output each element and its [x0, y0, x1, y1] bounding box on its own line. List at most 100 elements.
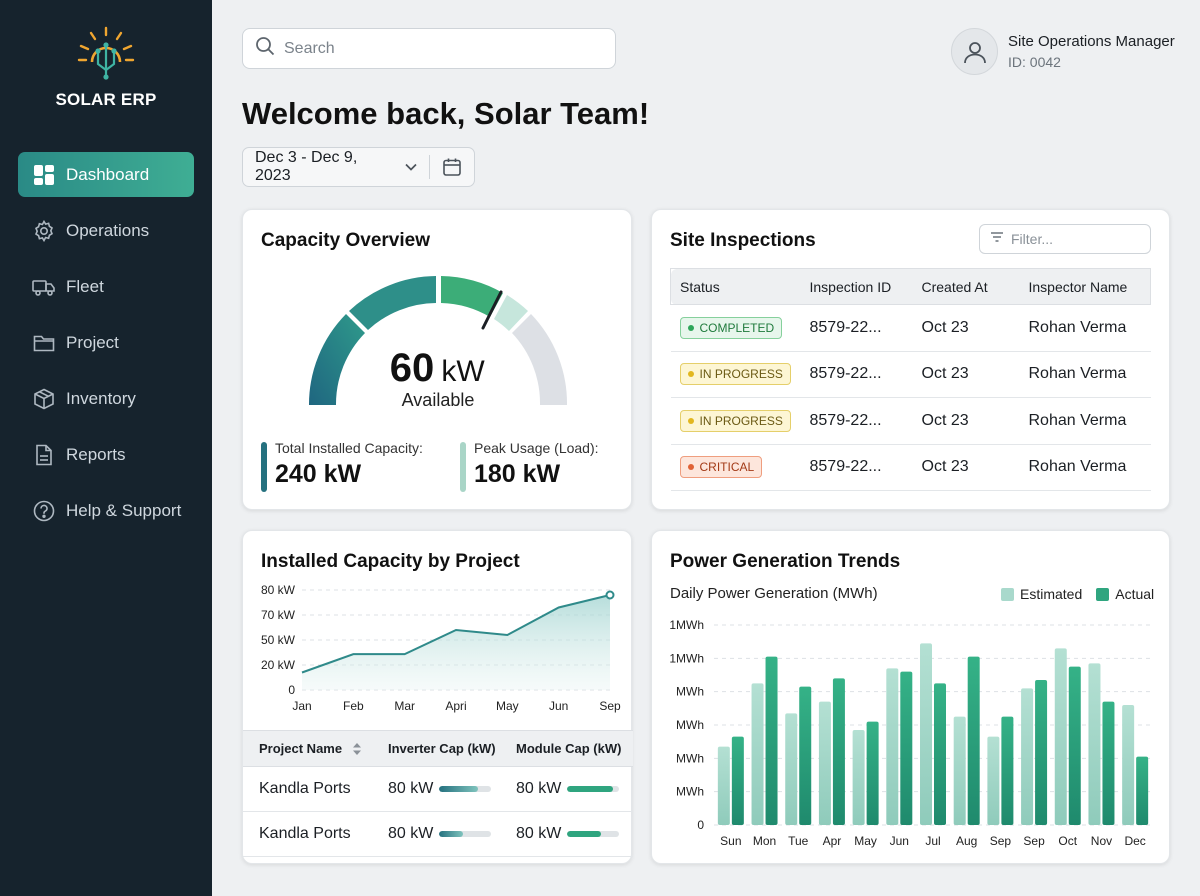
- sidebar-item-fleet[interactable]: Fleet: [18, 264, 194, 309]
- sidebar-item-dashboard[interactable]: Dashboard: [18, 152, 194, 197]
- bar-actual[interactable]: [1102, 701, 1115, 825]
- column-header-created-at[interactable]: Created At: [912, 268, 1020, 305]
- area-fill: [302, 595, 610, 690]
- y-tick-label: MWh: [676, 718, 704, 732]
- column-header-project-name[interactable]: Project Name: [243, 730, 388, 767]
- sidebar-item-label: Help & Support: [66, 500, 182, 520]
- bar-estimated[interactable]: [1122, 705, 1135, 825]
- user-profile[interactable]: Site Operations Manager ID: 0042: [951, 28, 1175, 75]
- filter-box[interactable]: [979, 224, 1151, 254]
- date-range-picker[interactable]: Dec 3 - Dec 9, 2023: [242, 147, 475, 187]
- column-header-inverter-cap[interactable]: Inverter Cap (kW): [388, 730, 516, 767]
- bar-actual[interactable]: [967, 656, 980, 825]
- card-title: Capacity Overview: [261, 230, 430, 251]
- filter-icon: [990, 230, 1004, 248]
- bar-estimated[interactable]: [818, 701, 831, 825]
- data-point[interactable]: [605, 590, 615, 600]
- bar-estimated[interactable]: [920, 643, 932, 825]
- column-header-inspector-name[interactable]: Inspector Name: [1019, 268, 1151, 305]
- bar-actual[interactable]: [934, 683, 946, 825]
- x-tick-label: May: [496, 699, 519, 713]
- y-tick-label: 0: [288, 683, 295, 697]
- inspector-name: Rohan Verma: [1019, 351, 1151, 398]
- chart-legend: Estimated Actual: [1001, 586, 1154, 602]
- inspection-id: 8579-22...: [800, 351, 913, 398]
- x-tick-label: Sun: [720, 834, 741, 848]
- gauge-arc-remaining: [512, 314, 568, 405]
- created-at: Oct 23: [912, 351, 1020, 398]
- card-title: Site Inspections: [670, 230, 816, 251]
- bar-estimated[interactable]: [953, 716, 966, 825]
- module-cap-cell: 80 kW: [516, 811, 633, 857]
- bar-estimated[interactable]: [1054, 648, 1067, 825]
- calendar-icon[interactable]: [430, 157, 474, 177]
- column-header-inspection-id[interactable]: Inspection ID: [800, 268, 913, 305]
- folder-icon: [32, 331, 56, 355]
- status-badge: IN PROGRESS: [679, 363, 791, 386]
- bar-actual[interactable]: [1001, 716, 1014, 825]
- inspector-name: Rohan Verma: [1019, 397, 1151, 445]
- table-row[interactable]: Kandla Ports 80 kW 80 kW: [243, 766, 633, 812]
- table-row[interactable]: IN PROGRESS 8579-22... Oct 23 Rohan Verm…: [670, 397, 1151, 445]
- bar-actual[interactable]: [799, 686, 812, 825]
- y-tick-label: MWh: [676, 751, 704, 765]
- x-tick-label: Jan: [292, 699, 311, 713]
- bar-actual[interactable]: [832, 678, 845, 825]
- filter-input[interactable]: [1011, 231, 1141, 247]
- solar-logo-icon: [77, 26, 135, 80]
- legend-item-actual[interactable]: Actual: [1096, 586, 1154, 602]
- sort-icon[interactable]: [352, 742, 362, 756]
- project-name: Kandla Ports: [243, 766, 388, 812]
- capacity-overview-card: Capacity Overview 60 kW Available Total …: [242, 209, 632, 510]
- bar-estimated[interactable]: [886, 668, 899, 825]
- search-input[interactable]: [284, 39, 584, 58]
- bar-actual[interactable]: [900, 671, 913, 825]
- legend-item-estimated[interactable]: Estimated: [1001, 586, 1082, 602]
- bar-estimated[interactable]: [785, 713, 798, 825]
- x-tick-label: Sep: [1023, 834, 1045, 848]
- table-row[interactable]: Kandla Ports 80 kW 80 kW: [243, 811, 633, 857]
- bar-estimated[interactable]: [751, 683, 764, 825]
- sidebar-item-help-support[interactable]: Help & Support: [18, 488, 194, 533]
- column-header-module-cap[interactable]: Module Cap (kW): [516, 730, 633, 767]
- user-id: ID: 0042: [1008, 54, 1061, 70]
- table-row[interactable]: COMPLETED 8579-22... Oct 23 Rohan Verma: [670, 304, 1151, 352]
- bar-estimated[interactable]: [717, 746, 730, 825]
- bar-estimated[interactable]: [1021, 688, 1034, 825]
- bar-actual[interactable]: [1035, 680, 1048, 825]
- sidebar-item-project[interactable]: Project: [18, 320, 194, 365]
- table-row[interactable]: IN PROGRESS 8579-22... Oct 23 Rohan Verm…: [670, 351, 1151, 398]
- sidebar-item-operations[interactable]: Operations: [18, 208, 194, 253]
- sidebar-item-reports[interactable]: Reports: [18, 432, 194, 477]
- gauge-arc-high: [441, 276, 503, 317]
- bar-estimated[interactable]: [987, 736, 1000, 825]
- table-header-row: Project Name Inverter Cap (kW) Module Ca…: [243, 730, 633, 767]
- stat-value: 240 kW: [275, 460, 362, 488]
- installed-capacity-card: Installed Capacity by Project 0 20 kW 50 k…: [242, 530, 633, 864]
- card-title: Installed Capacity by Project: [261, 551, 520, 572]
- sidebar-item-label: Fleet: [66, 276, 104, 296]
- chevron-down-icon[interactable]: [393, 163, 429, 171]
- inspection-id: 8579-22...: [800, 304, 913, 352]
- column-header-status[interactable]: Status: [670, 268, 801, 305]
- x-tick-label: Mon: [753, 834, 776, 848]
- legend-label: Estimated: [1020, 586, 1083, 602]
- peak-usage-stat: Peak Usage (Load): 180 kW: [460, 440, 599, 492]
- search-box[interactable]: [242, 28, 616, 69]
- table-row[interactable]: CRITICAL 8579-22... Oct 23 Rohan Verma: [670, 444, 1151, 491]
- search-icon: [255, 36, 275, 61]
- divider: [429, 155, 430, 179]
- sidebar-item-inventory[interactable]: Inventory: [18, 376, 194, 421]
- bar-actual[interactable]: [765, 656, 778, 825]
- bar-actual[interactable]: [1136, 756, 1149, 825]
- bar-actual[interactable]: [1068, 666, 1081, 825]
- status-badge-label: COMPLETED: [699, 320, 775, 335]
- bar-estimated[interactable]: [852, 730, 865, 825]
- area-line: [301, 594, 611, 674]
- bar-actual[interactable]: [731, 736, 744, 825]
- bar-estimated[interactable]: [1088, 663, 1101, 825]
- x-tick-label: Apr: [823, 834, 842, 848]
- bar-actual[interactable]: [866, 721, 879, 825]
- avatar[interactable]: [951, 28, 998, 75]
- inverter-cap-cell: 80 kW: [388, 766, 516, 812]
